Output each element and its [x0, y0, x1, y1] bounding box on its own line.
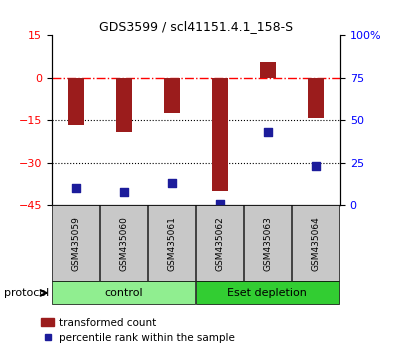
- Point: [217, 201, 223, 206]
- Bar: [164, 78, 180, 113]
- Text: GSM435060: GSM435060: [120, 216, 128, 271]
- Text: GSM435063: GSM435063: [264, 216, 272, 271]
- Text: Eset depletion: Eset depletion: [228, 288, 307, 298]
- Text: protocol: protocol: [4, 288, 49, 298]
- Bar: [260, 62, 276, 78]
- Legend: transformed count, percentile rank within the sample: transformed count, percentile rank withi…: [37, 314, 239, 347]
- Text: control: control: [104, 288, 143, 298]
- Bar: [212, 78, 228, 191]
- Title: GDS3599 / scl41151.4.1_158-S: GDS3599 / scl41151.4.1_158-S: [99, 20, 293, 33]
- Text: GSM435059: GSM435059: [72, 216, 80, 271]
- Point: [313, 164, 319, 169]
- Point: [169, 181, 175, 186]
- Text: GSM435064: GSM435064: [312, 216, 320, 271]
- Bar: [308, 78, 324, 118]
- Point: [121, 189, 127, 195]
- Point: [73, 185, 79, 191]
- Text: GSM435061: GSM435061: [168, 216, 176, 271]
- Bar: [116, 78, 132, 132]
- Text: GSM435062: GSM435062: [216, 216, 224, 271]
- Point: [265, 130, 271, 135]
- Bar: [68, 78, 84, 125]
